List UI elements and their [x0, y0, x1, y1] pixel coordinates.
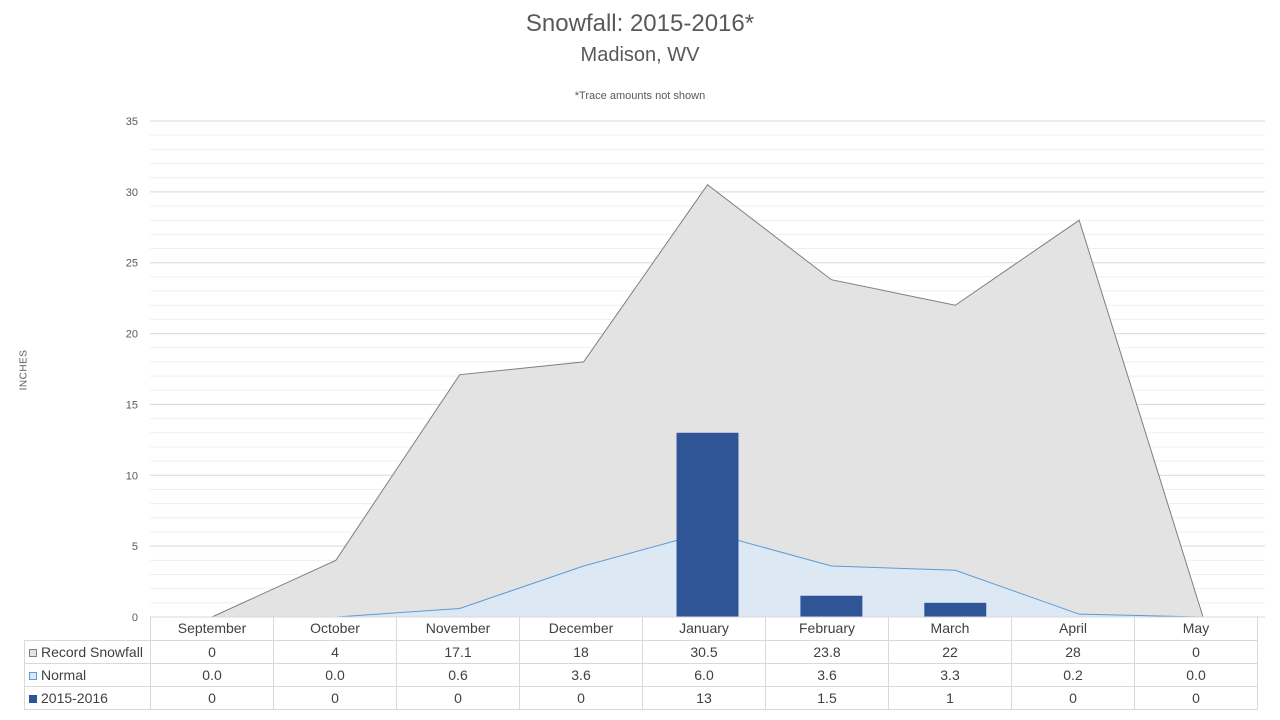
x-tick-label: September [150, 617, 274, 641]
table-corner [24, 617, 151, 640]
table-row: Normal 0.0 0.0 0.6 3.6 6.0 3.6 3.3 0.2 0.0 [24, 662, 1258, 687]
data-label: 1.5 [765, 685, 889, 710]
x-tick-label: April [1011, 617, 1135, 641]
legend-entry: Record Snowfall [24, 639, 151, 664]
data-label: 0.2 [1011, 662, 1135, 687]
data-label: 0.0 [273, 662, 397, 687]
data-label: 6.0 [642, 662, 766, 687]
y-tick-label: 10 [126, 470, 138, 482]
data-label: 23.8 [765, 639, 889, 664]
y-tick-label: 5 [132, 541, 138, 553]
x-tick-label: May [1134, 617, 1258, 641]
legend-swatch [29, 648, 37, 657]
bar-2015-2016 [800, 595, 863, 617]
data-label: 3.6 [765, 662, 889, 687]
data-label: 0 [519, 685, 643, 710]
data-label: 0.6 [396, 662, 520, 687]
legend-entry: Normal [24, 662, 151, 687]
y-tick-label: 25 [126, 258, 138, 270]
data-table: September October November December January F… [24, 617, 1258, 710]
legend-label: Record Snowfall [41, 643, 143, 660]
data-label: 0.0 [150, 662, 274, 687]
table-row: 2015-2016 0 0 0 0 13 1.5 1 0 0 [24, 685, 1258, 710]
data-label: 3.3 [888, 662, 1012, 687]
data-label: 28 [1011, 639, 1135, 664]
y-tick-label: 20 [126, 329, 138, 341]
data-label: 0 [150, 639, 274, 664]
y-tick-label: 15 [126, 399, 138, 411]
data-label: 0 [396, 685, 520, 710]
chart-title: Snowfall: 2015-2016* [525, 10, 755, 37]
data-label: 18 [519, 639, 643, 664]
table-row: Record Snowfall 0 4 17.1 18 30.5 23.8 22 28 0 [24, 639, 1258, 664]
x-tick-label: February [765, 617, 889, 641]
legend-swatch [29, 671, 37, 680]
chart-subtitle: Madison, WV [580, 44, 700, 66]
x-tick-label: March [888, 617, 1012, 641]
series-layer [150, 184, 1265, 618]
data-label: 22 [888, 639, 1012, 664]
x-tick-label: December [519, 617, 643, 641]
data-label: 0 [1134, 639, 1258, 664]
y-tick-label: 30 [126, 187, 138, 199]
data-label: 3.6 [519, 662, 643, 687]
chart-note: *Trace amounts not shown [574, 90, 706, 102]
legend-label: Normal [41, 666, 87, 683]
data-label: 0 [1011, 685, 1135, 710]
data-label: 17.1 [396, 639, 520, 664]
x-tick-label: November [396, 617, 520, 641]
bar-2015-2016 [676, 432, 739, 617]
legend-entry: 2015-2016 [24, 685, 151, 710]
data-label: 0.0 [1134, 662, 1258, 687]
data-label: 0 [273, 685, 397, 710]
area-fill-record-snowfall [211, 184, 1204, 617]
x-tick-label: October [273, 617, 397, 641]
data-label: 13 [642, 685, 766, 710]
legend-label: 2015-2016 [41, 689, 108, 706]
x-tick-label: January [642, 617, 766, 641]
category-row: September October November December January F… [24, 617, 1258, 641]
bar-2015-2016 [924, 602, 987, 617]
data-label: 30.5 [642, 639, 766, 664]
legend-swatch [29, 694, 37, 703]
data-label: 4 [273, 639, 397, 664]
y-tick-label: 35 [126, 116, 138, 128]
data-label: 0 [1134, 685, 1258, 710]
data-label: 0 [150, 685, 274, 710]
data-label: 1 [888, 685, 1012, 710]
